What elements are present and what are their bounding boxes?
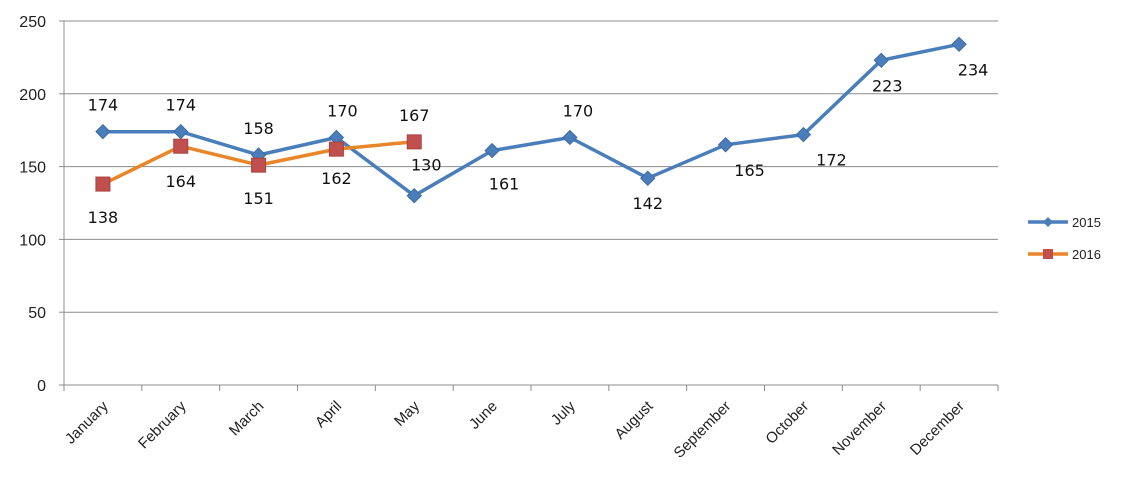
data-label-2015-december: 234 bbox=[958, 60, 989, 79]
point-2016-february bbox=[173, 138, 189, 154]
data-label-2015-january: 174 bbox=[88, 96, 119, 115]
data-label-2015-march: 158 bbox=[243, 119, 274, 138]
data-label-2015-august: 142 bbox=[632, 194, 663, 213]
point-2015-february bbox=[173, 123, 189, 140]
data-label-2015-july: 170 bbox=[563, 101, 594, 120]
point-2015-june bbox=[484, 142, 500, 159]
x-tick-label-february: February bbox=[135, 397, 190, 452]
data-label-2015-may: 130 bbox=[411, 156, 442, 175]
y-tick-label: 100 bbox=[19, 232, 46, 249]
point-2015-september bbox=[717, 137, 734, 153]
point-2016-may bbox=[406, 134, 422, 150]
x-tick-label-september: September bbox=[671, 398, 735, 462]
data-label-2015-june: 161 bbox=[489, 175, 520, 194]
point-2015-december bbox=[951, 36, 967, 53]
point-2015-november bbox=[873, 52, 889, 69]
data-label-2016-april: 162 bbox=[321, 169, 352, 188]
grid-lines bbox=[64, 20, 998, 313]
point-2016-march bbox=[251, 157, 267, 173]
point-2015-august bbox=[640, 170, 656, 186]
data-label-2016-january: 138 bbox=[88, 208, 119, 227]
point-2015-may bbox=[406, 188, 422, 204]
data-label-2016-may: 167 bbox=[399, 106, 430, 125]
legend-label-2015: 2015 bbox=[1072, 215, 1101, 230]
point-2016-april bbox=[328, 141, 344, 157]
x-tick-label-march: March bbox=[226, 398, 267, 439]
x-tick-label-november: November bbox=[829, 398, 890, 459]
series-line-2015 bbox=[102, 42, 960, 198]
x-tick-label-january: January bbox=[62, 397, 112, 447]
x-tick-label-august: August bbox=[612, 397, 658, 443]
x-tick-label-june: June bbox=[466, 398, 501, 433]
data-label-2015-september: 165 bbox=[734, 161, 765, 180]
x-tick-label-april: April bbox=[312, 398, 345, 431]
data-labels: 174 174 158 170 130 161 170 142 165 172 223 234 138 1… bbox=[88, 60, 989, 227]
legend-marker-2016 bbox=[1043, 249, 1053, 259]
axes: 0 50 100 150 200 250 January February March April… bbox=[19, 14, 999, 462]
x-tick-label-october: October bbox=[762, 398, 812, 448]
x-tick-label-july: July bbox=[548, 397, 579, 428]
y-tick-label: 50 bbox=[28, 305, 46, 322]
legend-label-2016: 2016 bbox=[1072, 247, 1101, 262]
y-tick-label: 200 bbox=[19, 87, 46, 104]
point-2016-january bbox=[95, 176, 111, 192]
y-tick-label: 150 bbox=[19, 160, 46, 177]
x-tick-label-may: May bbox=[391, 397, 423, 429]
data-label-2016-march: 151 bbox=[243, 189, 274, 208]
data-label-2015-november: 223 bbox=[872, 76, 903, 95]
data-label-2015-april: 170 bbox=[327, 101, 358, 120]
series-layer bbox=[95, 36, 967, 204]
data-label-2015-october: 172 bbox=[816, 151, 847, 170]
y-tick-label: 250 bbox=[19, 14, 46, 31]
legend-marker-2015 bbox=[1043, 217, 1053, 227]
point-2015-july bbox=[562, 129, 578, 146]
data-label-2016-february: 164 bbox=[165, 172, 196, 191]
legend: 2015 2016 bbox=[1028, 215, 1101, 262]
data-label-2015-february: 174 bbox=[165, 96, 196, 115]
point-2015-january bbox=[95, 123, 111, 140]
y-tick-label: 0 bbox=[37, 378, 46, 395]
point-2015-october bbox=[795, 126, 812, 143]
x-tick-label-december: December bbox=[907, 398, 968, 459]
